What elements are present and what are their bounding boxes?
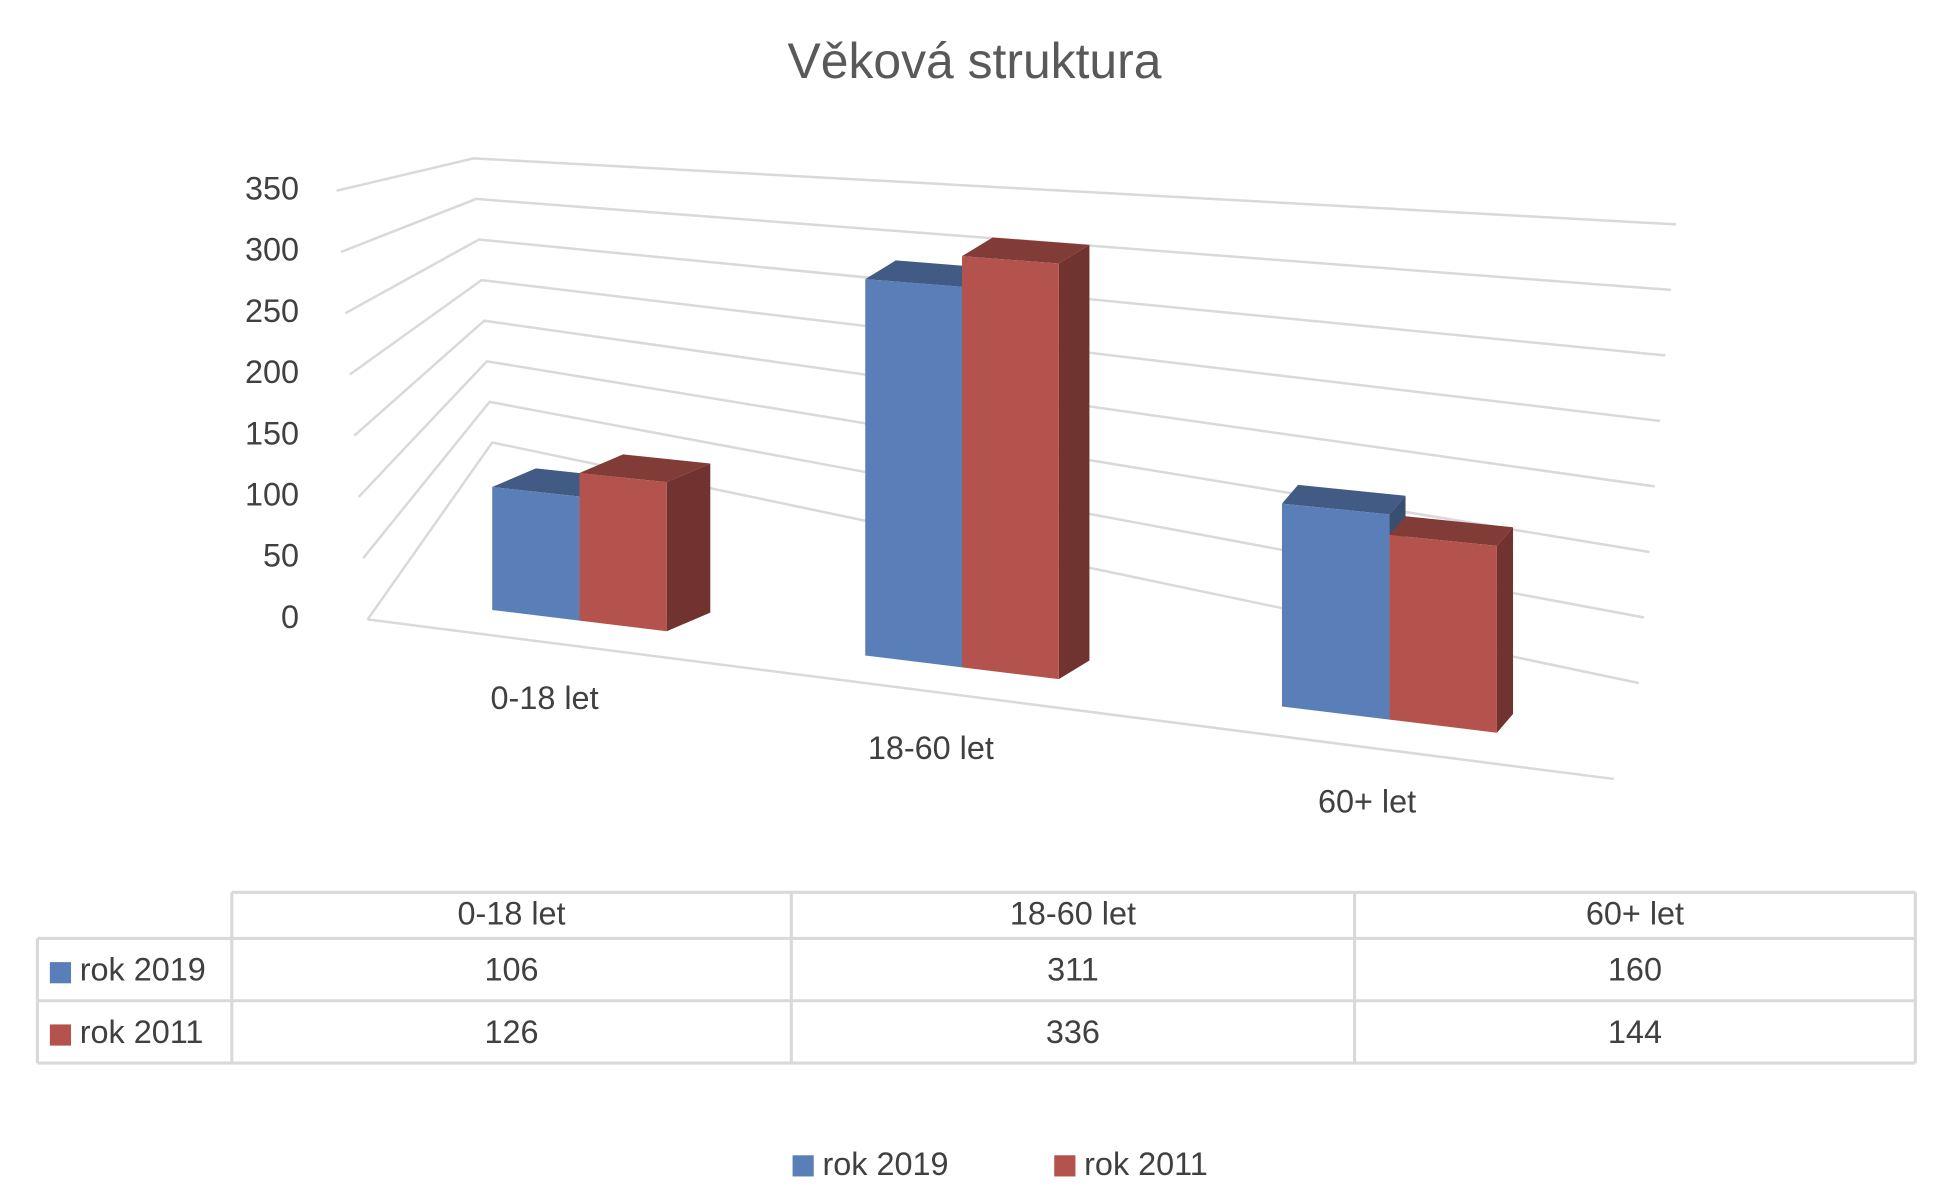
legend-key [1054,1155,1076,1177]
bar-side [1496,527,1514,733]
bar-top [865,260,993,287]
table-header: 60+ let [1586,896,1684,932]
floor-edge [367,618,1614,781]
table-legend-key [49,1024,72,1046]
bar-side [1058,244,1090,680]
x-tick-label: 0-18 let [491,680,599,716]
y-tick-label: 150 [245,415,299,451]
y-tick-label: 200 [245,354,299,390]
y-tick-label: 100 [245,477,299,513]
y-tick-label: 350 [245,170,299,206]
y-tick-label: 0 [281,599,299,635]
table-row-label: rok 2011 [80,1014,204,1050]
table-cell: 160 [1608,952,1662,988]
table-cell: 336 [1046,1014,1100,1050]
bar [1281,503,1390,720]
grid-line [366,441,1639,685]
legend-key [792,1155,814,1177]
bar [492,487,580,621]
bar [1389,534,1497,733]
x-tick-label: 18-60 let [868,730,994,766]
table-row-label: rok 2019 [80,952,206,988]
chart-title: Věková struktura [788,33,1162,89]
bar [579,473,667,632]
y-tick-label: 50 [263,538,299,574]
grid-line [344,238,1666,357]
bar-top [1389,516,1514,546]
table-header: 18-60 let [1010,896,1136,932]
table-cell: 126 [485,1014,539,1050]
bar-side [666,463,711,632]
table-cell: 311 [1047,952,1099,988]
x-tick-label: 60+ let [1318,783,1416,819]
grid-line [349,278,1661,423]
table-header: 0-18 let [458,896,566,932]
table-legend-key [49,962,72,984]
bar-top [1281,484,1406,515]
y-tick-label: 250 [245,293,299,329]
table-cell: 106 [485,952,539,988]
legend-label: rok 2019 [822,1146,948,1182]
grid-line [353,319,1655,488]
table-cell: 144 [1608,1014,1662,1050]
bar [865,279,963,668]
bar-top [579,454,711,483]
legend-label: rok 2011 [1084,1146,1208,1182]
bar-top [962,237,1090,264]
grid-line [336,157,1677,226]
grid-line [357,359,1650,554]
grid-line [340,197,1671,292]
grid-line [362,400,1645,619]
bar [962,256,1059,680]
y-tick-label: 300 [245,232,299,268]
data-table-frame [35,890,1917,1065]
